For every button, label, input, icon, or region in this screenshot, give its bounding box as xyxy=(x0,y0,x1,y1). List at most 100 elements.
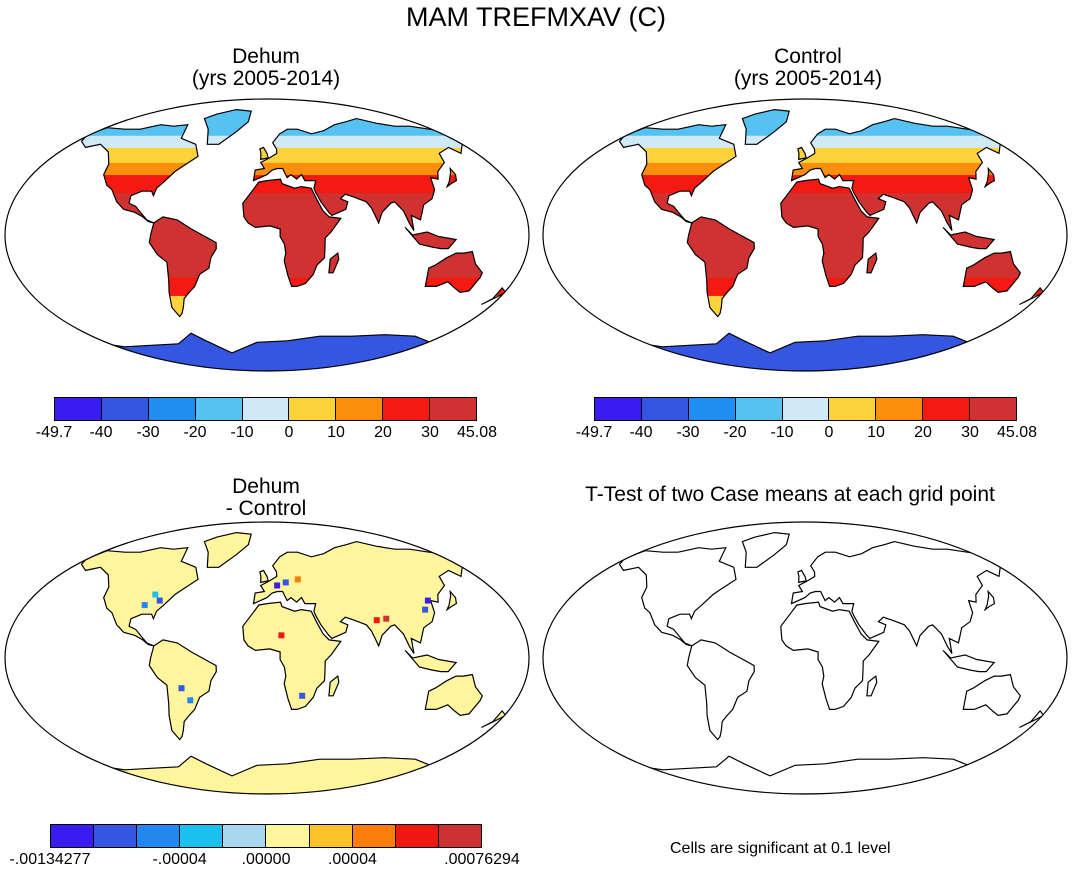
indonesia-outline xyxy=(942,226,996,250)
control-title-line2: (yrs 2005-2014) xyxy=(733,67,883,90)
colorbar-swatch xyxy=(829,398,877,420)
eurasia-outline xyxy=(252,117,463,231)
colorbar-swatch xyxy=(735,398,783,420)
britain-outline xyxy=(259,569,269,584)
colorbar-swatch xyxy=(309,825,353,847)
colorbar-tick-label: .00000 xyxy=(241,851,291,868)
japan-outline xyxy=(983,589,996,612)
colorbar-swatch xyxy=(223,825,267,847)
namerica-outline xyxy=(80,546,199,647)
difference-map xyxy=(4,521,530,795)
eurasia-outline xyxy=(790,117,1001,231)
ttest-panel-title: T-Test of two Case means at each grid po… xyxy=(585,483,995,506)
africa-outline xyxy=(242,601,342,710)
colorbar-swatch xyxy=(383,398,431,420)
eurasia-outline xyxy=(252,540,463,654)
colorbar-swatch xyxy=(242,398,290,420)
colorbar-swatch xyxy=(180,825,224,847)
colorbar-tick-label: 20 xyxy=(374,424,392,441)
britain-outline xyxy=(797,146,807,161)
colorbar-tick-label: 45.08 xyxy=(996,424,1038,441)
madagascar-outline xyxy=(866,251,878,274)
map-border xyxy=(542,98,1068,372)
antarctica-outline xyxy=(84,755,445,794)
samerica-outline xyxy=(148,216,217,318)
colorbar-tick-label: -10 xyxy=(770,424,794,441)
colorbar-swatch xyxy=(430,398,477,420)
difference-cell xyxy=(274,582,281,589)
colorbar-swatch xyxy=(148,398,196,420)
colorbar-tick-label: -20 xyxy=(183,424,207,441)
indonesia-outline xyxy=(942,649,996,673)
namerica-outline xyxy=(80,123,199,224)
difference-cell xyxy=(373,617,380,624)
difference-colorbar xyxy=(50,824,482,848)
indonesia-outline xyxy=(404,226,458,250)
colorbar-tick-label: 20 xyxy=(914,424,932,441)
colorbar-swatch xyxy=(395,825,439,847)
map-border xyxy=(4,521,530,795)
colorbar-tick-label: 30 xyxy=(421,424,439,441)
control-colorbar xyxy=(594,397,1017,421)
colorbar-tick-label: -20 xyxy=(723,424,747,441)
colorbar-swatch xyxy=(923,398,971,420)
britain-outline xyxy=(797,569,807,584)
figure-title: MAM TREFMXAV (C) xyxy=(406,2,666,32)
colorbar-tick-label: .00076294 xyxy=(444,851,520,868)
difference-cell xyxy=(156,597,163,604)
colorbar-swatch xyxy=(336,398,384,420)
difference-cell xyxy=(152,591,159,598)
colorbar-swatch xyxy=(970,398,1017,420)
colorbar-swatch xyxy=(641,398,689,420)
dehum-panel-title: Dehum (yrs 2005-2014) xyxy=(116,46,416,90)
control-title-line1: Control xyxy=(774,45,842,68)
colorbar-tick-label: 0 xyxy=(824,424,834,441)
colorbar-swatch xyxy=(94,825,138,847)
africa-outline xyxy=(780,601,880,710)
difference-title-line1: Dehum xyxy=(232,475,300,498)
colorbar-tick-label: -30 xyxy=(136,424,160,441)
colorbar-swatch xyxy=(688,398,736,420)
australia-outline xyxy=(962,250,1021,294)
madagascar-outline xyxy=(328,674,340,697)
greenland-outline xyxy=(741,531,790,568)
colorbar-tick-label: .00004 xyxy=(327,851,377,868)
africa-outline xyxy=(780,178,880,287)
japan-outline xyxy=(445,166,458,189)
colorbar-tick-label: 10 xyxy=(867,424,885,441)
difference-cell xyxy=(294,576,301,583)
eurasia-outline xyxy=(790,540,1001,654)
difference-cell xyxy=(187,697,194,704)
colorbar-swatch xyxy=(876,398,924,420)
samerica-outline xyxy=(686,639,755,741)
map-border xyxy=(542,521,1068,795)
map-border xyxy=(4,98,530,372)
difference-cell xyxy=(282,579,289,586)
difference-panel-title: Dehum - Control xyxy=(116,476,416,520)
indonesia-outline xyxy=(404,649,458,673)
greenland-outline xyxy=(741,108,790,145)
greenland-outline xyxy=(203,531,252,568)
difference-cell xyxy=(141,602,148,609)
dehum-title-line2: (yrs 2005-2014) xyxy=(191,67,341,90)
difference-cell xyxy=(299,692,306,699)
colorbar-swatch xyxy=(782,398,830,420)
namerica-outline xyxy=(618,546,737,647)
nz-outline xyxy=(481,709,507,729)
namerica-outline xyxy=(618,123,737,224)
difference-title-line2: - Control xyxy=(225,497,307,520)
colorbar-swatch xyxy=(55,398,102,420)
control-panel-title: Control (yrs 2005-2014) xyxy=(658,46,958,90)
difference-cell xyxy=(278,632,285,639)
nz-outline xyxy=(481,286,507,306)
nz-outline xyxy=(1019,709,1045,729)
control-map xyxy=(542,98,1068,372)
colorbar-tick-label: -40 xyxy=(89,424,113,441)
ttest-map xyxy=(542,521,1068,795)
significance-note: Cells are significant at 0.1 level xyxy=(670,840,891,857)
madagascar-outline xyxy=(866,674,878,697)
colorbar-tick-label: 10 xyxy=(327,424,345,441)
dehum-map xyxy=(4,98,530,372)
britain-outline xyxy=(259,146,269,161)
dehum-title-line1: Dehum xyxy=(232,45,300,68)
